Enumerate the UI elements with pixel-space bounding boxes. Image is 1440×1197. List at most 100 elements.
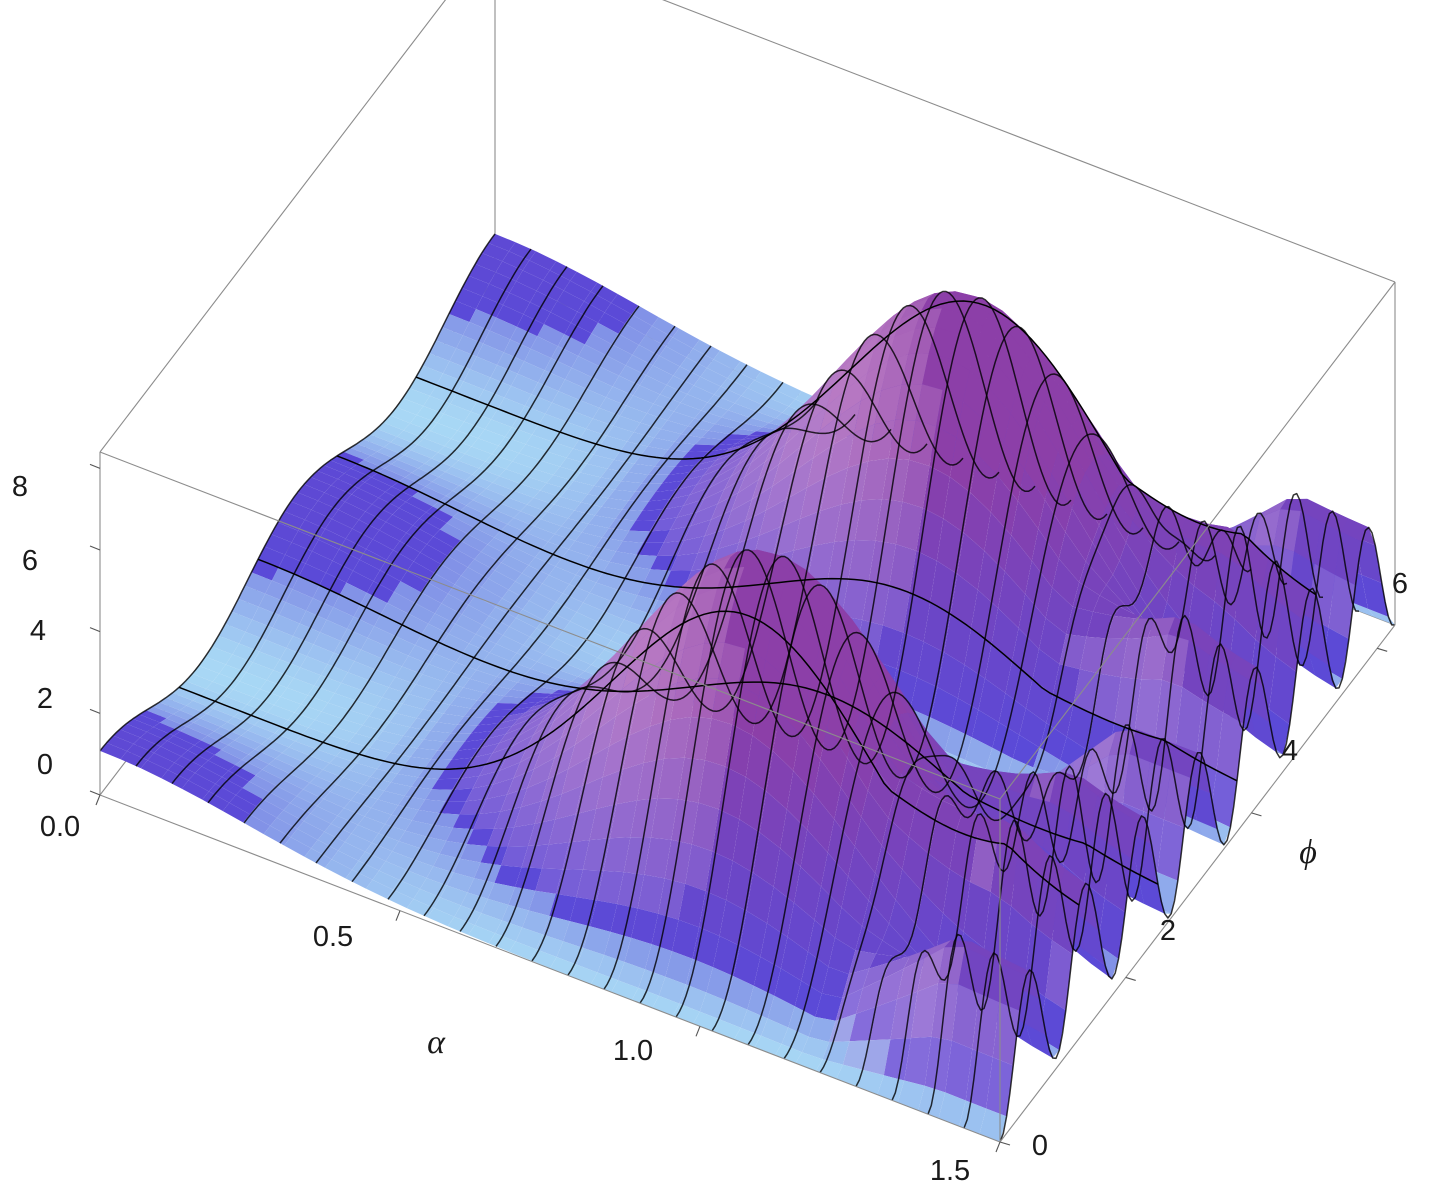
surface-face [835, 907, 862, 951]
surface-face [637, 874, 665, 914]
surface-face [1175, 687, 1203, 760]
surface-face [208, 783, 236, 803]
surface-face [666, 375, 694, 395]
surface-face [495, 261, 523, 282]
surface-face [512, 453, 540, 469]
surface-face [425, 789, 453, 802]
surface-face [1078, 473, 1106, 526]
surface-face [329, 756, 357, 771]
surface-face [448, 623, 476, 644]
surface-face [937, 652, 965, 699]
surface-face [1166, 567, 1194, 629]
surface-face [513, 483, 541, 498]
surface-face [718, 642, 746, 685]
surface-face [924, 940, 952, 959]
surface-face [646, 403, 674, 421]
surface-face [487, 827, 515, 847]
surface-face [424, 759, 452, 770]
surface-face [1070, 779, 1098, 831]
surface-face [792, 622, 820, 672]
surface-face [550, 638, 578, 656]
surface-face [337, 451, 364, 465]
surface-face [219, 696, 247, 712]
surface-face [404, 450, 432, 464]
surface-face [712, 809, 740, 861]
surface-face [554, 526, 582, 541]
surface-face [434, 564, 462, 585]
surface-face [484, 419, 512, 437]
surface-face [908, 754, 936, 780]
z-tick-label-3: 6 [22, 545, 38, 577]
surface-face [377, 468, 405, 482]
surface-face [868, 540, 896, 586]
surface-face [225, 654, 253, 673]
surface-face [201, 760, 229, 777]
surface-face [909, 420, 937, 466]
surface-face [682, 467, 710, 481]
surface-face [468, 925, 496, 944]
surface-face [361, 680, 389, 698]
surface-face [284, 501, 312, 520]
surface-face [399, 869, 427, 889]
surface-face [1004, 413, 1031, 470]
surface-face [515, 867, 542, 891]
surface-face [517, 361, 545, 383]
surface-face [263, 825, 291, 846]
surface-face [862, 900, 889, 941]
surface-face [590, 972, 618, 992]
surface-face [462, 322, 490, 344]
surface-face [1064, 384, 1091, 423]
surface-face [173, 731, 201, 746]
surface-face [428, 613, 456, 634]
surface-face [625, 314, 653, 336]
surface-face [683, 487, 711, 506]
surface-face [570, 648, 598, 665]
surface-face [542, 575, 570, 594]
surface-face [1093, 595, 1121, 616]
surface-face [470, 700, 498, 711]
surface-face [685, 844, 713, 892]
surface-face [931, 983, 959, 1041]
surface-face [356, 755, 384, 769]
surface-face [504, 689, 532, 698]
surface-face [768, 389, 796, 407]
surface-face [597, 954, 625, 981]
surface-faces [100, 233, 1395, 1142]
surface-face [761, 1018, 789, 1044]
surface-face [901, 761, 929, 789]
surface-face [532, 460, 560, 475]
surface-face [508, 242, 536, 261]
surface-face [466, 784, 494, 802]
surface-face [331, 479, 359, 495]
surface-face [916, 892, 944, 949]
surface-face [927, 749, 955, 785]
surface-face [219, 664, 247, 682]
surface-face [467, 527, 495, 545]
surface-face [706, 359, 734, 379]
surface-face [643, 719, 671, 763]
surface-face [427, 908, 455, 927]
surface-face [521, 533, 549, 550]
surface-face [226, 689, 254, 705]
surface-face [498, 712, 526, 724]
surface-face [976, 816, 1004, 843]
surface-face [526, 706, 554, 726]
surface-face [127, 743, 155, 761]
surface-face [205, 646, 233, 665]
surface-face [507, 517, 535, 534]
surface-face [733, 945, 761, 986]
surface-face [672, 1003, 700, 1024]
surface-face [154, 746, 182, 763]
surface-face [853, 643, 881, 684]
surface-face [554, 496, 581, 511]
surface-face [720, 378, 748, 396]
surface-face [417, 739, 445, 751]
surface-face [382, 722, 410, 736]
surface-face [402, 694, 430, 710]
surface-face [589, 546, 617, 562]
surface-face [438, 472, 466, 486]
surface-face [147, 752, 175, 770]
surface-face [464, 446, 492, 462]
surface-face [276, 779, 304, 797]
surface-face [354, 649, 382, 670]
